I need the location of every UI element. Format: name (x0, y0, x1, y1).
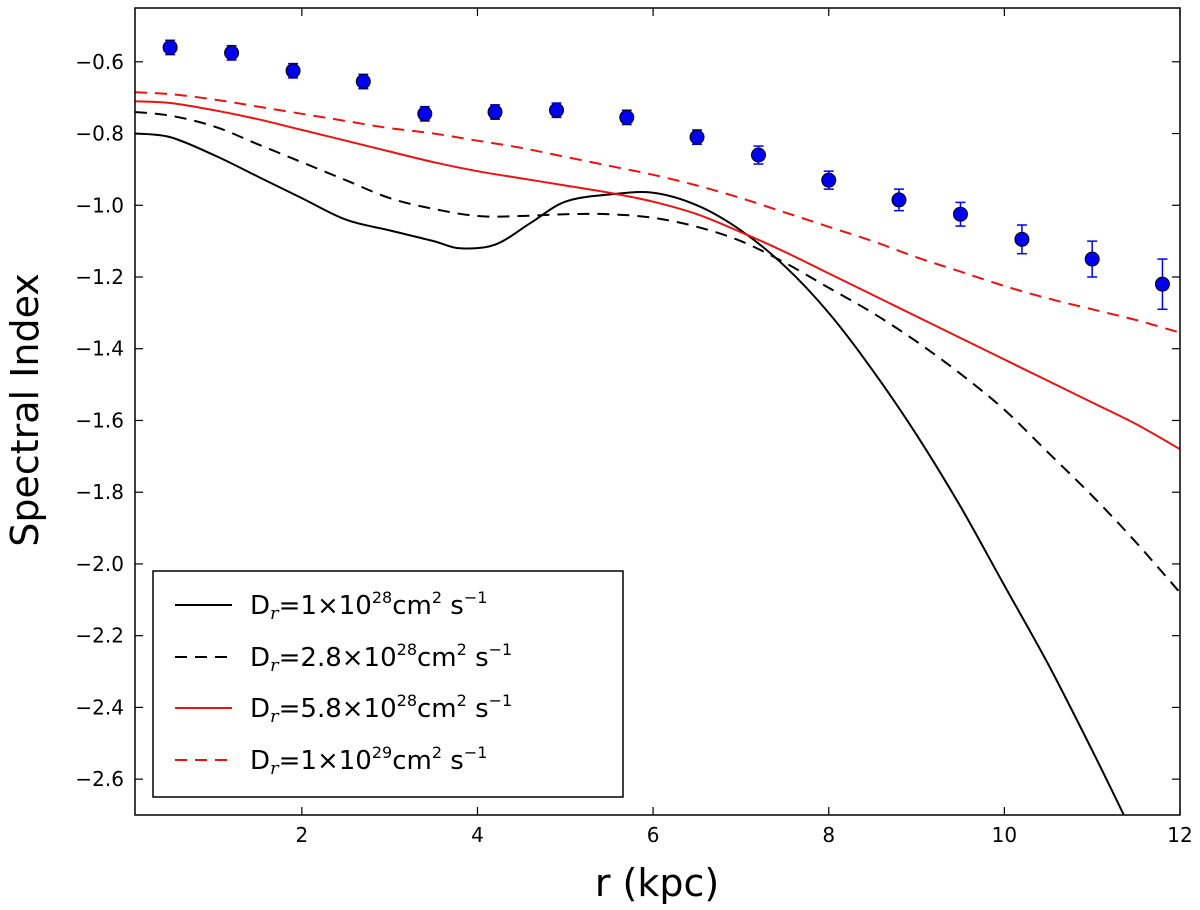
y-tick-label: −2.0 (75, 552, 124, 576)
data-point (952, 206, 968, 222)
x-tick-label: 12 (1167, 823, 1192, 847)
x-tick-label: 2 (295, 823, 308, 847)
series-line-1 (135, 132, 1125, 815)
y-tick-label: −0.6 (75, 50, 124, 74)
data-point (689, 129, 705, 145)
y-tick-label: −1.4 (75, 337, 124, 361)
y-tick-label: −2.6 (75, 767, 124, 791)
legend-label-2: Dr=2.8×1028cm2 s−1 (250, 640, 512, 676)
data-point (821, 172, 837, 188)
y-tick-label: −1.6 (75, 408, 124, 432)
y-axis-title: Spectral Index (3, 273, 47, 547)
data-point (224, 45, 240, 61)
data-point (285, 63, 301, 79)
y-tick-label: −1.2 (75, 265, 124, 289)
legend-box (152, 570, 624, 798)
y-tick-label: −2.2 (75, 624, 124, 648)
y-tick-label: −1.8 (75, 480, 124, 504)
x-tick-label: 4 (471, 823, 484, 847)
legend-label-1: Dr=1×1028cm2 s−1 (250, 588, 487, 624)
data-point (1154, 276, 1170, 292)
data-point (549, 102, 565, 118)
data-point (355, 74, 371, 90)
series-line-2 (135, 111, 1180, 594)
y-tick-label: −2.4 (75, 695, 124, 719)
x-tick-label: 10 (992, 823, 1017, 847)
data-point (1014, 231, 1030, 247)
legend: Dr=1×1028cm2 s−1 Dr=2.8×1028cm2 s−1 Dr=5.8… (152, 570, 624, 798)
series-line-3 (135, 100, 1180, 451)
data-point (162, 39, 178, 55)
plot-frame (134, 7, 1181, 816)
x-tick-label: 8 (822, 823, 835, 847)
y-tick-label: −1.0 (75, 193, 124, 217)
data-point (750, 147, 766, 163)
x-axis-title: r (kpc) (595, 861, 719, 905)
data-point (487, 104, 503, 120)
legend-label-4: Dr=1×1029cm2 s−1 (250, 743, 487, 779)
series-line-4 (135, 91, 1180, 334)
data-point (619, 109, 635, 125)
data-point (417, 106, 433, 122)
y-tick-label: −0.8 (75, 122, 124, 146)
data-point (891, 192, 907, 208)
data-point (1084, 251, 1100, 267)
legend-label-3: Dr=5.8×1028cm2 s−1 (250, 691, 512, 727)
x-tick-label: 6 (647, 823, 660, 847)
